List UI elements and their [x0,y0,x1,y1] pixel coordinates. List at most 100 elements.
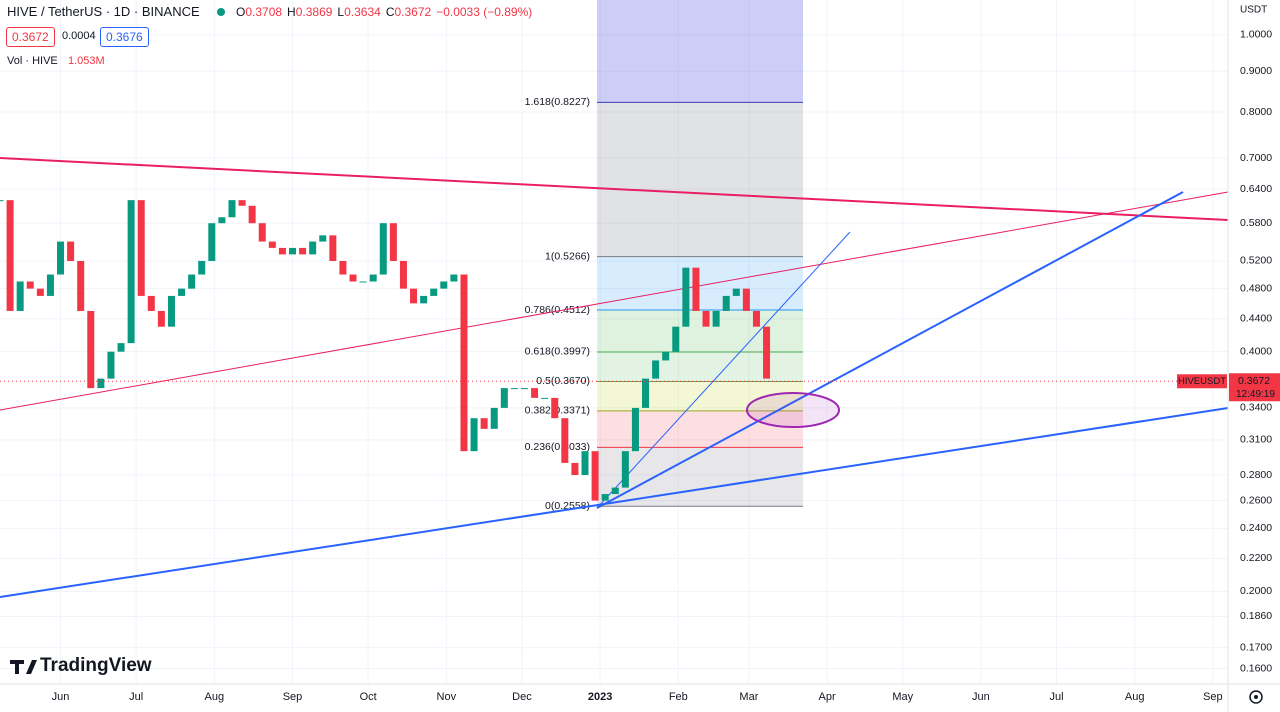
x-tick-label: Jul [129,691,143,703]
candle [16,281,24,311]
spread: 0.0004 [62,30,96,42]
candle [137,200,145,296]
candle [77,260,85,311]
y-tick-label: 0.3100 [1240,434,1272,446]
y-tick-label: 0.1860 [1240,610,1272,622]
candle [420,295,428,304]
trend-line[interactable] [596,231,851,509]
candle [107,351,115,379]
trend-line[interactable] [596,191,1184,509]
candle [167,295,175,327]
fib-zone[interactable] [597,351,803,382]
candle [36,288,44,296]
currency-button[interactable] [1232,2,1272,18]
trend-line[interactable] [0,157,1229,221]
x-tick-label: Jun [972,691,990,703]
ohlc-value: 0.3708 [245,5,283,19]
trend-line[interactable] [0,407,1229,598]
fib-zone[interactable] [597,447,803,507]
candle [379,223,387,275]
candle [652,360,660,379]
candle [127,200,135,344]
candle [551,397,559,419]
candle [248,205,256,224]
volume-value: 1.053M [68,55,105,67]
candle [722,295,730,311]
fib-zone[interactable] [597,410,803,448]
candle [278,247,286,255]
fib-label: 1(0.5266) [545,250,590,262]
ellipse-drawing[interactable] [746,392,840,428]
trend-line[interactable] [0,191,1229,411]
ohlc-key: O [236,5,246,19]
candle [450,274,458,282]
fib-zone[interactable] [597,102,803,257]
x-tick-label: Feb [669,691,688,703]
y-tick-label: 0.2400 [1240,522,1272,534]
candle [732,288,740,296]
ohlc-key: H [287,5,296,19]
candle [763,326,771,379]
y-tick-label: 0.4800 [1240,282,1272,294]
settings-icon-center[interactable] [1254,695,1258,699]
candle [238,200,246,206]
countdown: 12:49:19 [1236,389,1275,400]
candle [410,288,418,304]
candle [682,267,690,327]
candle [198,260,206,275]
candle [208,223,216,261]
bid-price[interactable]: 0.3672 [6,27,55,47]
brand-name: TradingView [40,655,152,676]
candle [0,200,4,202]
candle [571,462,579,476]
fib-zone[interactable] [597,256,803,311]
x-tick-label: Jun [52,691,70,703]
candle [258,223,266,242]
settings-icon[interactable] [1249,690,1263,704]
candle [531,388,539,398]
candle [672,326,680,352]
candle [319,235,327,242]
fib-label: 0.5(0.3670) [536,375,590,387]
x-tick-label: Aug [1125,691,1145,703]
ask-price[interactable]: 0.3676 [100,27,149,47]
candle [289,247,297,255]
candle [178,288,186,296]
symbol-title[interactable]: HIVE / TetherUS · 1D · BINANCE [7,4,200,19]
y-tick-label: 0.9000 [1240,65,1272,77]
y-tick-label: 0.4400 [1240,313,1272,325]
candle [117,343,125,352]
y-tick-label: 0.2000 [1240,585,1272,597]
fib-label: 0.786(0.4512) [525,304,590,316]
symbol-tag: HIVEUSDT [1178,376,1226,387]
fib-label: 0.618(0.3997) [525,346,590,358]
candle [440,281,448,289]
x-tick-label: Jul [1050,691,1064,703]
x-tick-label: Sep [283,691,303,703]
symbol-tag-bg [1177,374,1227,389]
candle [147,295,155,311]
market-status[interactable] [217,8,225,16]
y-tick-label: 0.2600 [1240,494,1272,506]
candle [611,487,619,495]
candle [57,241,65,275]
candle [299,247,307,255]
candle [339,260,347,275]
x-tick-label: Mar [739,691,758,703]
ohlc-legend: O0.3708 H0.3869 L0.3634 C0.3672 −0.0033 (−0.… [236,5,532,19]
candle [692,267,700,311]
fib-label: 0(0.2558) [545,500,590,512]
candle [490,407,498,429]
candle [520,388,528,390]
candle [601,494,609,501]
y-tick-label: 0.8000 [1240,106,1272,118]
brand-logo [10,660,37,674]
candle [6,200,14,311]
candle [389,223,397,261]
candle [591,451,599,501]
fib-zone[interactable] [597,0,803,103]
currency-label[interactable]: USDT [1240,5,1267,16]
ohlc-value: 0.3634 [344,5,381,19]
candle [97,378,105,389]
